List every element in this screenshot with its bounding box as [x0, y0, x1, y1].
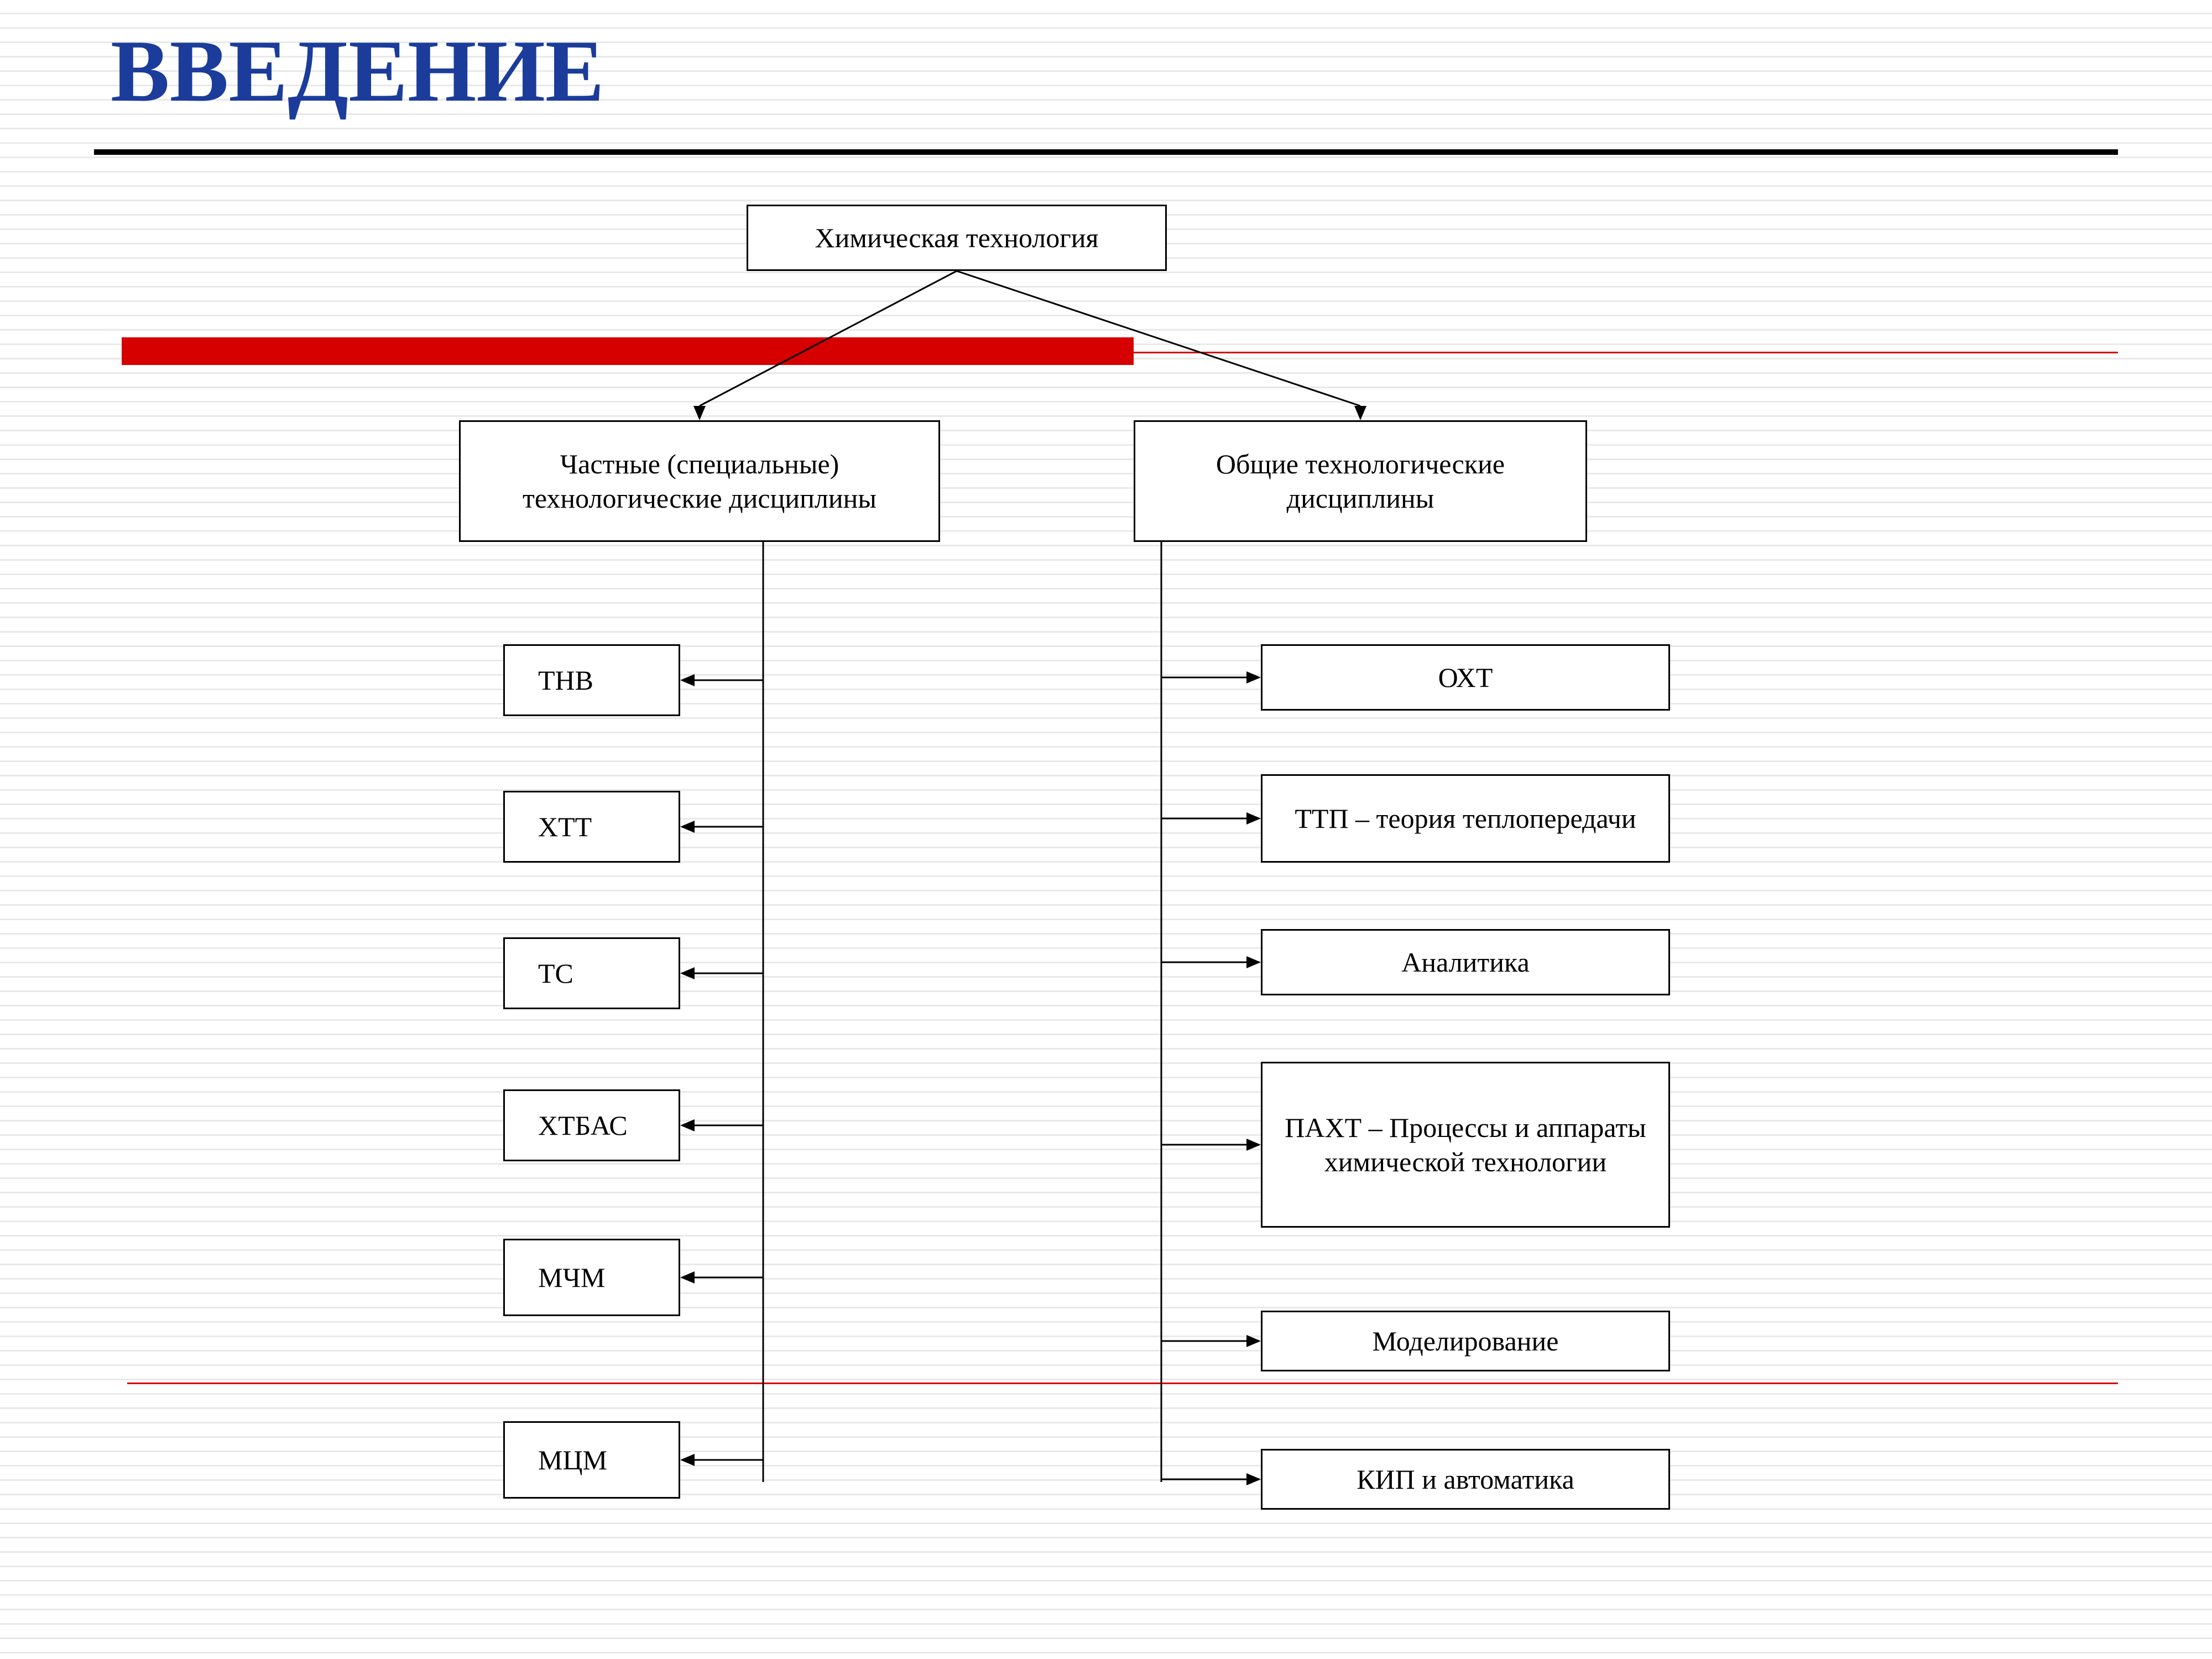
node-left-4: ХТБАС [503, 1089, 680, 1161]
node-branch-right: Общие технологические дисциплины [1134, 420, 1587, 542]
diagram-stage: ВВЕДЕНИЕ Химическая технология Частные (… [0, 0, 2212, 1659]
node-right-3: Аналитика [1261, 929, 1670, 995]
node-right-4: ПАХТ – Процессы и аппараты химической те… [1261, 1062, 1670, 1228]
node-label: Аналитика [1390, 940, 1541, 985]
red-band [122, 337, 1134, 365]
node-label: ТТП – теория теплопередачи [1284, 796, 1647, 842]
node-label: Общие технологические дисциплины [1135, 441, 1585, 521]
node-label: ТС [527, 951, 585, 997]
node-label: Химическая технология [804, 215, 1110, 261]
node-left-5: МЧМ [503, 1239, 680, 1316]
node-label: ПАХТ – Процессы и аппараты химической те… [1262, 1105, 1668, 1185]
node-label: ТНВ [527, 658, 604, 703]
node-right-1: ОХТ [1261, 644, 1670, 711]
node-right-2: ТТП – теория теплопередачи [1261, 774, 1670, 863]
node-label: МЧМ [527, 1255, 616, 1301]
node-label: МЦМ [527, 1437, 618, 1483]
node-left-1: ТНВ [503, 644, 680, 716]
title-underline [94, 149, 2118, 155]
red-line-top [1134, 352, 2118, 353]
node-label: КИП и автоматика [1345, 1457, 1585, 1503]
node-right-6: КИП и автоматика [1261, 1449, 1670, 1510]
node-label: ХТБАС [527, 1103, 639, 1149]
node-label: Моделирование [1361, 1318, 1570, 1364]
node-branch-left: Частные (специальные) технологические ди… [459, 420, 940, 542]
red-line-bottom [127, 1383, 2118, 1384]
node-left-3: ТС [503, 937, 680, 1009]
page-title: ВВЕДЕНИЕ [111, 20, 604, 122]
node-left-2: ХТТ [503, 791, 680, 863]
node-label: ХТТ [527, 804, 603, 850]
node-root: Химическая технология [747, 205, 1167, 271]
node-label: ОХТ [1427, 655, 1504, 701]
node-right-5: Моделирование [1261, 1311, 1670, 1371]
node-left-6: МЦМ [503, 1421, 680, 1499]
node-label: Частные (специальные) технологические ди… [461, 441, 938, 521]
